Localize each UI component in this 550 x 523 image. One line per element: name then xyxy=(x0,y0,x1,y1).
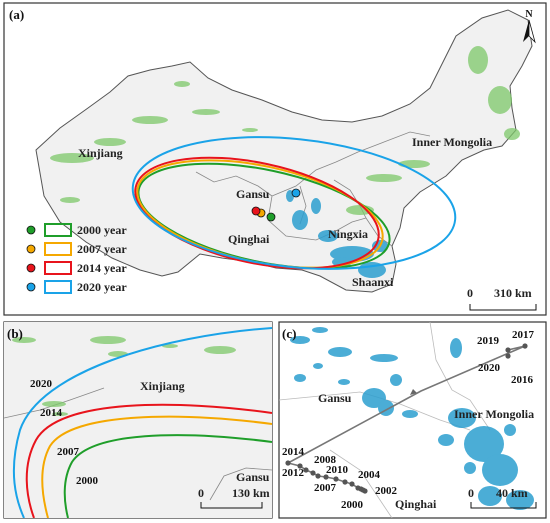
svg-text:2000 year: 2000 year xyxy=(77,223,127,237)
year-label: 2016 xyxy=(511,374,534,386)
panel-b-label: (b) xyxy=(7,326,23,341)
svg-text:0: 0 xyxy=(468,486,474,500)
label-xinjiang: Xinjiang xyxy=(140,379,185,393)
year-label: 2000 xyxy=(341,499,364,511)
svg-text:130 km: 130 km xyxy=(232,486,270,500)
year-label: 2017 xyxy=(512,329,535,341)
north-arrow-icon: N xyxy=(523,9,536,44)
legend: 2000 year 2007 year 2014 year 2020 year xyxy=(26,223,127,294)
province-border xyxy=(195,131,431,247)
arc-2000 xyxy=(63,434,272,518)
label-qinghai: Qinghai xyxy=(228,232,270,246)
svg-text:2020 year: 2020 year xyxy=(77,280,127,294)
scale-bar: 0 310 km xyxy=(467,286,537,311)
scale-bar: 0 130 km xyxy=(198,486,270,509)
vegetation-patches xyxy=(12,336,236,416)
panel-a-label: (a) xyxy=(9,7,24,22)
label-shaanxi: Shaanxi xyxy=(352,275,394,289)
legend-item: 2020 year xyxy=(26,280,127,294)
label-gansu: Gansu xyxy=(236,187,270,201)
label-gansu: Gansu xyxy=(318,391,352,405)
svg-text:310 km: 310 km xyxy=(494,286,532,300)
scale-bar: 0 40 km xyxy=(468,486,537,509)
arc-2014 xyxy=(25,403,272,518)
irrigation-patches xyxy=(286,190,388,278)
year-label: 2010 xyxy=(326,464,349,476)
year-label: 2019 xyxy=(477,335,500,347)
legend-item: 2000 year xyxy=(26,223,127,237)
ellipse-2020 xyxy=(131,136,457,270)
svg-text:2014 year: 2014 year xyxy=(77,261,127,275)
panel-b: 2020 2014 2007 2000 Xinjiang Gansu (b) 0… xyxy=(3,321,273,519)
year-label: 2012 xyxy=(282,467,305,479)
ellipse-2014 xyxy=(134,156,380,270)
label-inner-mongolia: Inner Mongolia xyxy=(454,407,534,421)
label-ningxia: Ningxia xyxy=(328,227,368,241)
ellipses xyxy=(131,136,457,270)
centre-2014 xyxy=(251,206,261,216)
panel-a: Xinjiang Inner Mongolia Gansu Qinghai Ni… xyxy=(3,2,547,316)
irrigation-patches xyxy=(290,327,534,510)
centre-2020 xyxy=(291,188,301,198)
panel-c: 2019 2017 2020 2016 2014 2012 2008 2010 … xyxy=(278,321,547,519)
vegetation-patches xyxy=(50,46,520,215)
label-gansu: Gansu xyxy=(236,470,270,484)
year-label: 2020 xyxy=(478,362,501,374)
year-label: 2014 xyxy=(282,446,305,458)
svg-text:0: 0 xyxy=(198,486,204,500)
legend-item: 2014 year xyxy=(26,261,127,275)
year-label: 2007 xyxy=(57,446,80,458)
label-xinjiang: Xinjiang xyxy=(78,146,123,160)
year-label: 2008 xyxy=(314,454,337,466)
svg-text:0: 0 xyxy=(467,286,473,300)
svg-text:N: N xyxy=(525,9,533,20)
legend-item: 2007 year xyxy=(26,242,127,256)
year-label: 2014 xyxy=(40,407,63,419)
label-inner-mongolia: Inner Mongolia xyxy=(412,135,492,149)
year-label: 2007 xyxy=(314,482,337,494)
centre-2000 xyxy=(266,212,276,222)
label-qinghai: Qinghai xyxy=(395,497,437,511)
arc-2020 xyxy=(12,327,272,518)
arc-2007 xyxy=(41,415,272,518)
ellipses xyxy=(12,327,272,518)
year-label: 2002 xyxy=(375,485,398,497)
year-label: 2000 xyxy=(76,475,99,487)
svg-text:40 km: 40 km xyxy=(496,486,528,500)
year-label: 2004 xyxy=(358,469,381,481)
year-label: 2020 xyxy=(30,378,53,390)
centre-trajectory xyxy=(285,343,528,494)
panel-c-label: (c) xyxy=(282,326,296,341)
svg-text:2007 year: 2007 year xyxy=(77,242,127,256)
